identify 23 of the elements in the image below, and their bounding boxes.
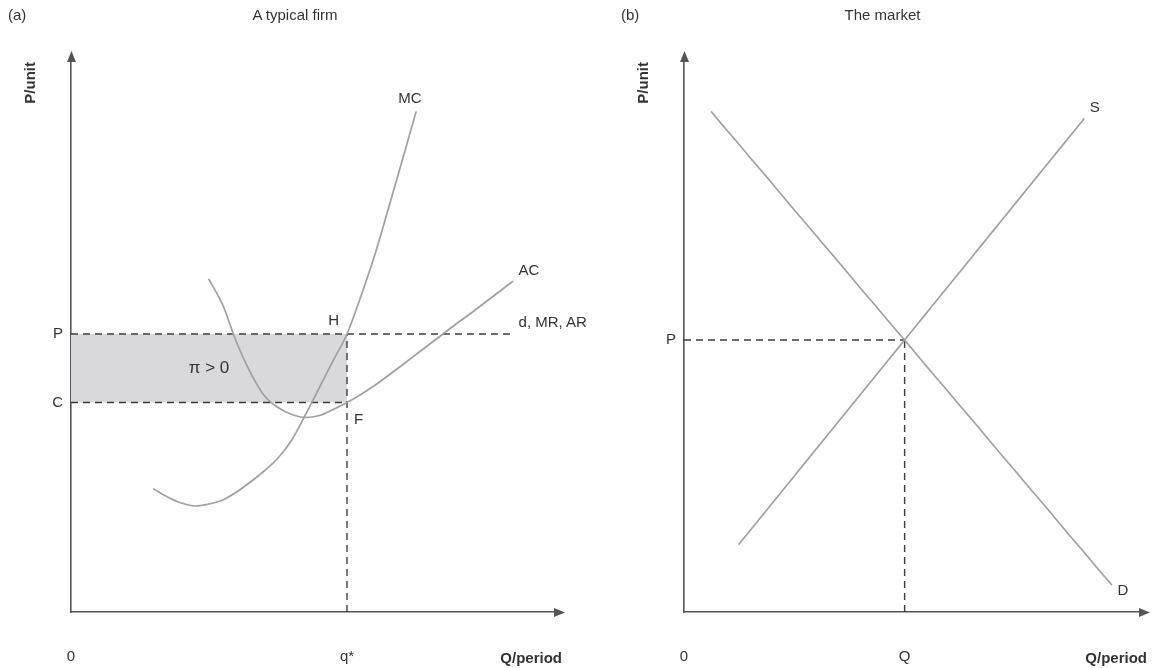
annotation: H <box>328 311 339 329</box>
text: (b) <box>621 6 640 24</box>
series-label: D <box>1117 580 1129 598</box>
ref-line-label: P <box>52 324 63 342</box>
x-axis-title: Q/period <box>1085 648 1147 666</box>
annotation: F <box>354 409 364 427</box>
ref-line-label: P <box>665 330 676 348</box>
series-label: MC <box>398 88 422 106</box>
series-label: S <box>1089 98 1100 116</box>
series-label: AC <box>518 260 540 278</box>
band-label: π > 0 <box>188 357 230 377</box>
chart-title: The market <box>844 6 922 24</box>
x-tick-label: Q <box>898 647 911 665</box>
y-axis-title: P/unit <box>21 62 39 104</box>
x-axis-title: Q/period <box>500 648 562 666</box>
ref-line-label: C <box>52 392 64 410</box>
series-label: d, MR, AR <box>518 313 588 331</box>
x-tick-label: 0 <box>66 647 76 665</box>
x-tick-label: 0 <box>679 647 689 665</box>
chart-title: A typical firm <box>252 6 338 24</box>
text: (a) <box>8 6 27 24</box>
y-axis-title: P/unit <box>634 62 652 104</box>
x-tick-label: q* <box>339 647 355 665</box>
